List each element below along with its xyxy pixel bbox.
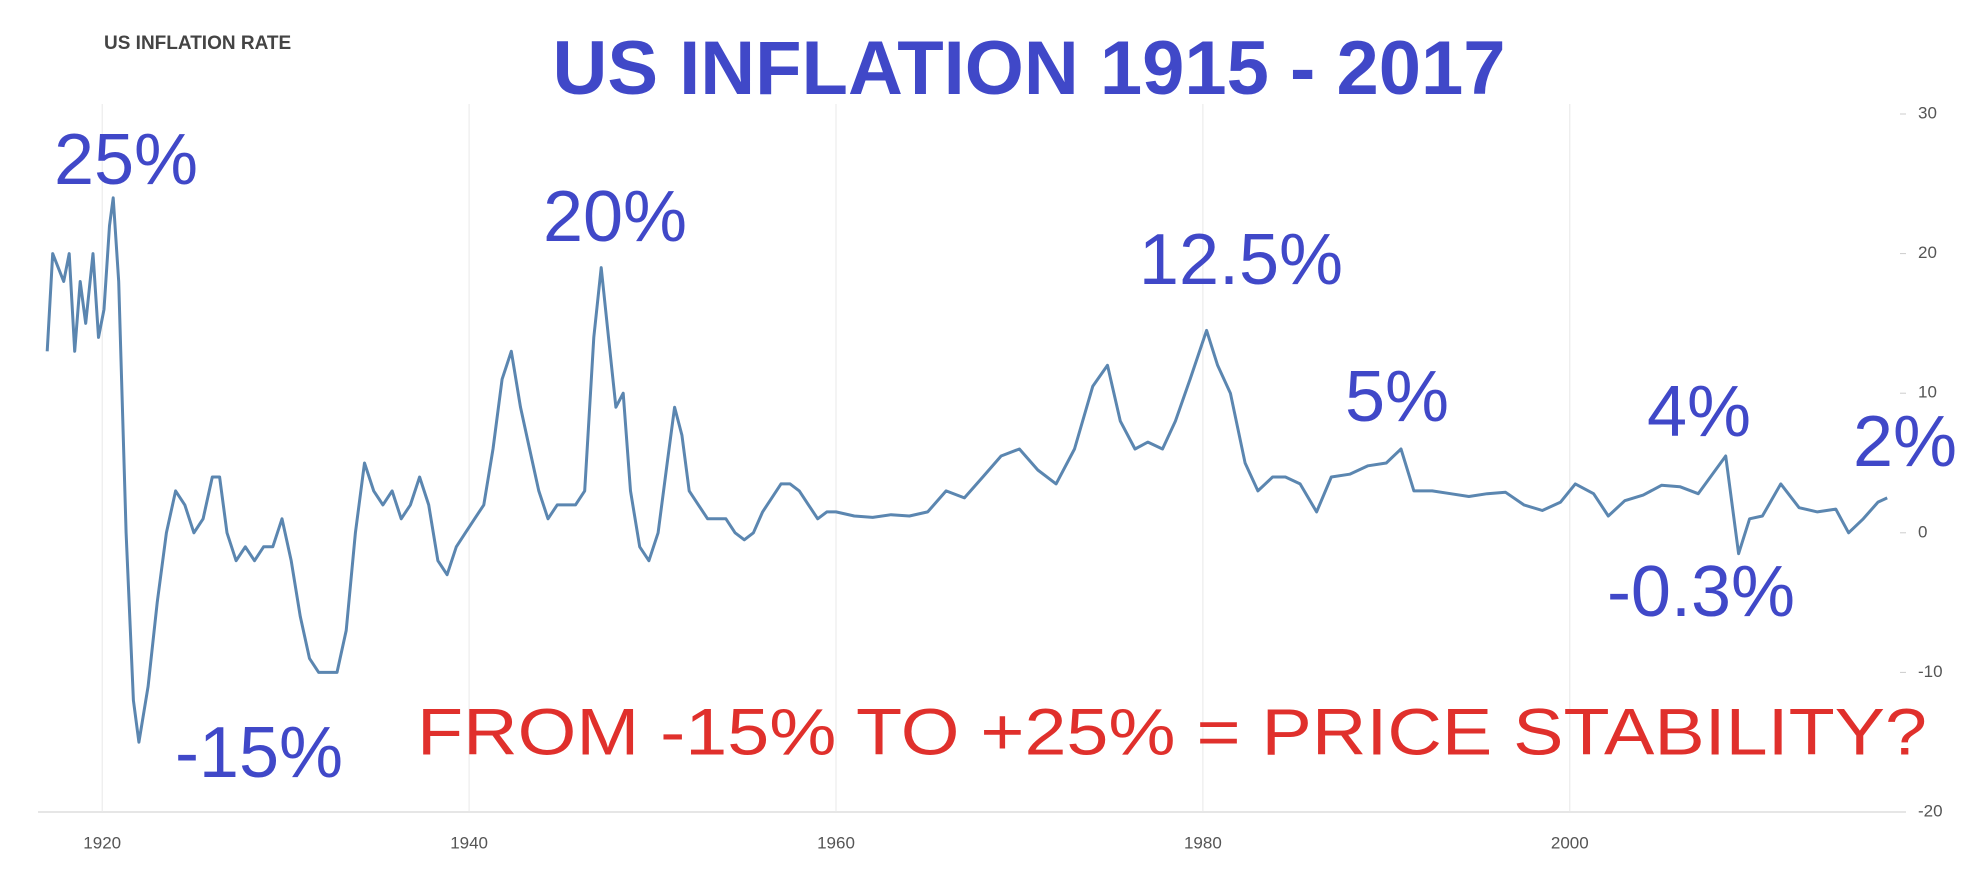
- y-tick-label: 20: [1918, 243, 1937, 262]
- chart-subtitle: US INFLATION RATE: [104, 33, 291, 54]
- annotation: 25%: [54, 120, 198, 200]
- annotation: -15%: [175, 713, 343, 793]
- y-tick-label: -10: [1918, 662, 1943, 681]
- y-tick-label: -20: [1918, 801, 1943, 820]
- y-tick-label: 30: [1918, 103, 1937, 122]
- y-tick-label: 10: [1918, 383, 1937, 402]
- annotation: 12.5%: [1139, 220, 1343, 300]
- x-tick-label: 1980: [1184, 833, 1222, 852]
- annotation: 5%: [1345, 357, 1449, 437]
- annotation: 2%: [1853, 402, 1957, 482]
- x-tick-label: 1940: [450, 833, 488, 852]
- annotation: 20%: [543, 177, 687, 257]
- chart-title: US INFLATION 1915 - 2017: [552, 26, 1505, 111]
- line-series: [45, 196, 1888, 744]
- message: FROM -15% TO +25% = PRICE STABILITY?: [417, 694, 1927, 768]
- grid: 1920 1940 1960 1980 2000 30 20 10 0 -10 -20: [38, 103, 1943, 852]
- y-tick-label: 0: [1918, 522, 1927, 541]
- x-tick-label: 2000: [1551, 833, 1589, 852]
- x-tick-label: 1960: [817, 833, 855, 852]
- annotation: -0.3%: [1607, 552, 1795, 632]
- x-tick-label: 1920: [83, 833, 121, 852]
- plot: [45, 196, 1888, 744]
- annotation: 4%: [1647, 372, 1751, 452]
